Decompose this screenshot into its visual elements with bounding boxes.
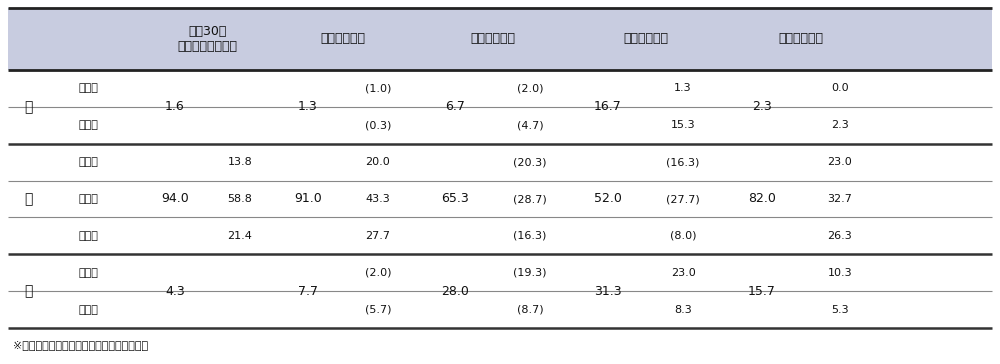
Text: (2.0): (2.0)	[517, 83, 543, 94]
Text: 4.3: 4.3	[165, 285, 185, 298]
Text: 中の下: 中の下	[78, 231, 98, 241]
Text: 5.3: 5.3	[831, 305, 849, 314]
Text: (16.3): (16.3)	[513, 231, 547, 241]
Text: 上: 上	[24, 100, 32, 114]
Text: 6.7: 6.7	[445, 100, 465, 113]
Text: 中の中: 中の中	[78, 194, 98, 204]
Text: 上の下: 上の下	[78, 120, 98, 130]
Text: (19.3): (19.3)	[513, 268, 547, 278]
Text: 1.6: 1.6	[165, 100, 185, 113]
Text: 65.3: 65.3	[441, 193, 469, 206]
Text: (27.7): (27.7)	[666, 194, 700, 204]
Text: 平成30年
国民生活世論調査: 平成30年 国民生活世論調査	[178, 25, 238, 53]
Text: 下: 下	[24, 284, 32, 298]
Text: 0.0: 0.0	[831, 83, 849, 94]
Text: 43.3: 43.3	[366, 194, 390, 204]
Text: 下の下: 下の下	[78, 305, 98, 314]
Text: 31.3: 31.3	[594, 285, 622, 298]
Text: (1.0): (1.0)	[365, 83, 391, 94]
Text: 下の上: 下の上	[78, 268, 98, 278]
Bar	[8, 8, 992, 70]
Text: 上１中３下１: 上１中３下１	[320, 32, 366, 46]
Text: 28.0: 28.0	[441, 285, 469, 298]
Text: (28.7): (28.7)	[513, 194, 547, 204]
Text: 10.3: 10.3	[828, 268, 852, 278]
Text: 20.0: 20.0	[366, 157, 390, 167]
Text: (16.3): (16.3)	[666, 157, 700, 167]
Text: 13.8: 13.8	[228, 157, 252, 167]
Text: 中: 中	[24, 192, 32, 206]
Text: 15.7: 15.7	[748, 285, 776, 298]
Text: 27.7: 27.7	[366, 231, 390, 241]
Text: 58.8: 58.8	[228, 194, 252, 204]
Text: 52.0: 52.0	[594, 193, 622, 206]
Text: 1.3: 1.3	[298, 100, 318, 113]
Text: (8.7): (8.7)	[517, 305, 543, 314]
Text: (2.0): (2.0)	[365, 268, 391, 278]
Text: 上２中３下２: 上２中３下２	[778, 32, 824, 46]
Text: 32.7: 32.7	[828, 194, 852, 204]
Text: 94.0: 94.0	[161, 193, 189, 206]
Text: (0.3): (0.3)	[365, 120, 391, 130]
Text: 2.3: 2.3	[752, 100, 772, 113]
Text: 7.7: 7.7	[298, 285, 318, 298]
Text: 上１中１下１: 上１中１下１	[470, 32, 515, 46]
Text: 1.3: 1.3	[674, 83, 692, 94]
Text: 15.3: 15.3	[671, 120, 695, 130]
Text: ※（　）内は分岐後の追加質問での選択率。: ※（ ）内は分岐後の追加質問での選択率。	[13, 340, 148, 350]
Text: (20.3): (20.3)	[513, 157, 547, 167]
Text: 上２中１下２: 上２中１下２	[623, 32, 668, 46]
Text: 21.4: 21.4	[228, 231, 252, 241]
Text: 8.3: 8.3	[674, 305, 692, 314]
Text: 23.0: 23.0	[828, 157, 852, 167]
Text: (5.7): (5.7)	[365, 305, 391, 314]
Text: 82.0: 82.0	[748, 193, 776, 206]
Text: 16.7: 16.7	[594, 100, 622, 113]
Text: (4.7): (4.7)	[517, 120, 543, 130]
Text: 26.3: 26.3	[828, 231, 852, 241]
Text: 91.0: 91.0	[294, 193, 322, 206]
Text: 上の上: 上の上	[78, 83, 98, 94]
Text: (8.0): (8.0)	[670, 231, 696, 241]
Text: 2.3: 2.3	[831, 120, 849, 130]
Text: 中の上: 中の上	[78, 157, 98, 167]
Text: 23.0: 23.0	[671, 268, 695, 278]
